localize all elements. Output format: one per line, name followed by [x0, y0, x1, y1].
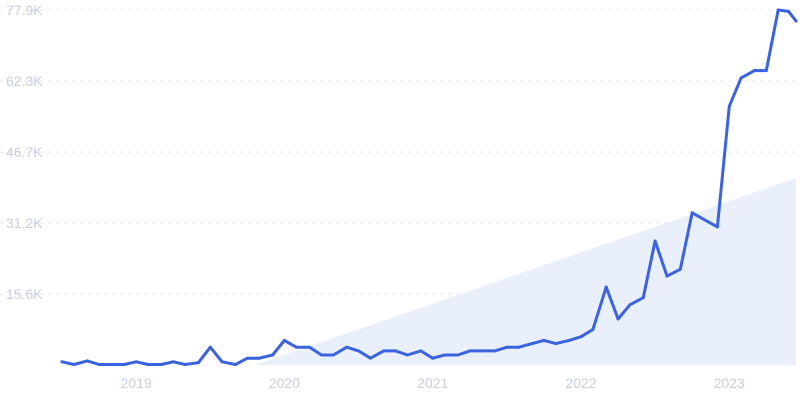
- y-axis-ticks: 15.6K 31.2K 46.7K 62.3K 77.9K: [6, 2, 43, 302]
- data-point-56: [753, 69, 756, 73]
- data-point-21: [320, 353, 323, 357]
- data-point-43: [591, 328, 595, 331]
- data-point-55: [739, 76, 743, 80]
- trend-band-layer: [254, 178, 796, 365]
- x-axis-ticks: 2019 2020 2021 2022 2023: [121, 375, 745, 391]
- data-point-4: [109, 363, 113, 366]
- data-point-38: [530, 342, 534, 346]
- data-point-37: [517, 345, 521, 349]
- data-point-45: [616, 317, 620, 321]
- data-point-41: [567, 338, 571, 342]
- data-point-30: [431, 356, 435, 360]
- data-point-35: [493, 349, 497, 353]
- data-point-10: [183, 363, 187, 366]
- data-point-13: [220, 360, 224, 364]
- data-point-58: [776, 8, 780, 12]
- data-point-33: [468, 349, 472, 353]
- data-point-19: [294, 345, 298, 349]
- data-point-11: [196, 361, 200, 365]
- data-point-36: [505, 345, 509, 349]
- data-point-20: [308, 345, 312, 349]
- data-point-51: [690, 211, 694, 215]
- data-point-49: [665, 274, 669, 278]
- data-point-3: [97, 363, 101, 366]
- data-point-29: [419, 349, 423, 353]
- data-point-17: [271, 353, 275, 357]
- data-point-0: [60, 360, 64, 364]
- data-point-57: [764, 69, 768, 73]
- series-layer: [60, 8, 798, 366]
- data-point-53: [715, 225, 719, 229]
- data-point-47: [641, 296, 645, 300]
- data-point-15: [245, 356, 249, 360]
- data-point-42: [579, 335, 583, 339]
- y-tick-label-0: 15.6K: [6, 286, 43, 302]
- data-point-32: [456, 353, 460, 357]
- data-point-24: [357, 349, 361, 353]
- data-point-46: [628, 303, 632, 307]
- data-point-27: [394, 349, 398, 353]
- data-point-28: [406, 353, 409, 357]
- data-point-54: [727, 104, 731, 108]
- data-point-60: [794, 19, 798, 23]
- data-point-12: [208, 345, 212, 349]
- x-tick-label-0: 2019: [121, 375, 152, 391]
- x-tick-label-4: 2023: [714, 375, 745, 391]
- data-point-8: [159, 363, 163, 366]
- y-tick-label-4: 77.9K: [6, 2, 43, 18]
- data-point-14: [234, 363, 237, 366]
- data-point-5: [122, 363, 126, 366]
- data-point-2: [85, 359, 89, 363]
- data-point-40: [554, 342, 558, 346]
- y-tick-label-2: 46.7K: [6, 144, 43, 160]
- data-point-7: [146, 363, 150, 366]
- data-point-50: [678, 267, 682, 271]
- data-point-34: [480, 349, 484, 353]
- data-point-16: [257, 356, 261, 360]
- data-point-18: [282, 338, 286, 342]
- data-point-31: [443, 353, 447, 357]
- x-tick-label-2: 2021: [417, 375, 448, 391]
- data-point-48: [653, 239, 657, 243]
- data-point-9: [171, 360, 175, 364]
- data-point-52: [702, 218, 706, 222]
- data-point-6: [134, 360, 138, 364]
- data-point-59: [787, 9, 791, 13]
- x-tick-label-3: 2022: [565, 375, 596, 391]
- y-tick-label-3: 62.3K: [6, 73, 43, 89]
- y-tick-label-1: 31.2K: [6, 215, 43, 231]
- trend-band: [254, 178, 796, 365]
- data-point-22: [331, 353, 335, 357]
- data-point-25: [368, 356, 372, 360]
- x-tick-label-1: 2020: [269, 375, 300, 391]
- data-point-23: [345, 345, 349, 349]
- data-point-26: [382, 349, 386, 353]
- data-point-1: [72, 363, 76, 366]
- data-point-39: [542, 338, 546, 342]
- data-point-44: [604, 285, 608, 289]
